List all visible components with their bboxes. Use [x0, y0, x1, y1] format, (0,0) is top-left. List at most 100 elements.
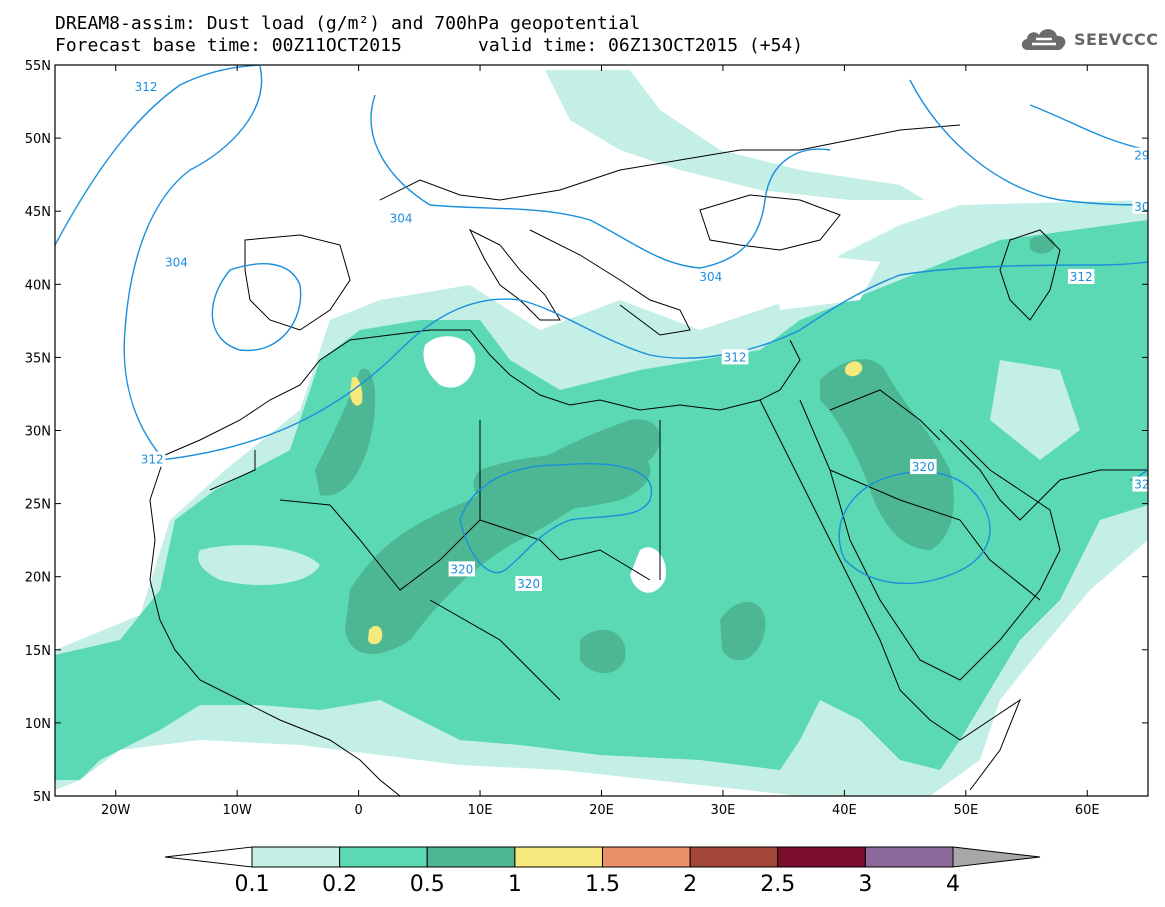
- dust-hotspot-niger: [368, 625, 383, 645]
- contour-312-med: [159, 261, 1148, 461]
- geopotential-contours: [55, 65, 1148, 585]
- colorbar-label: 0.1: [235, 872, 270, 897]
- colorbar-label: 1.5: [585, 872, 620, 897]
- contour-label: 30: [1134, 200, 1149, 214]
- contour-label: 304: [699, 270, 722, 284]
- lon-tick-label: 50E: [953, 803, 978, 818]
- contour-label-bg: [515, 576, 542, 592]
- dust-region-pale-north: [545, 70, 925, 200]
- coastlines: [149, 124, 1148, 796]
- colorbar-max-triangle: [952, 846, 1041, 868]
- contour-label: 320: [450, 562, 473, 576]
- contour-label: 32: [1134, 478, 1149, 492]
- coast-arabia: [799, 399, 1061, 681]
- border-north-africa: [209, 420, 661, 701]
- contour-label: 312: [724, 350, 747, 364]
- contour-label-bg: [138, 451, 166, 467]
- lon-tick-label: 40E: [832, 803, 857, 818]
- contour-label-bg: [910, 459, 937, 475]
- lat-tick-label: 45N: [25, 205, 51, 220]
- coast-iberia: [244, 234, 351, 331]
- colorbar-label: 2: [683, 872, 697, 897]
- colorbar-segment: [251, 846, 341, 868]
- coast-persian-gulf: [939, 429, 1148, 521]
- contour-label-bg: [721, 349, 749, 365]
- dust-field: [55, 70, 1148, 796]
- lon-tick-label: 20W: [101, 803, 131, 818]
- contour-label: 312: [141, 453, 164, 467]
- lat-tick-label: 40N: [25, 278, 51, 293]
- coast-horn-africa: [899, 689, 1022, 791]
- lat-tick-label: 20N: [25, 571, 51, 586]
- contour-29-east: [1029, 104, 1148, 151]
- lat-tick-label: 30N: [25, 425, 51, 440]
- coast-atlantic-africa: [149, 454, 401, 796]
- colorbar-label: 2.5: [760, 872, 795, 897]
- contour-label-bg: [132, 78, 160, 94]
- contour-label: 304: [165, 255, 188, 269]
- dust-gap-arabia: [990, 360, 1080, 460]
- cloud-icon: [1021, 29, 1066, 50]
- coast-balkans-greece: [529, 229, 691, 336]
- logo-text: SEEVCCC: [1074, 29, 1159, 49]
- colorbar-label: 4: [946, 872, 960, 897]
- contour-label-bg: [1132, 147, 1152, 163]
- dust-gap-turkey: [770, 250, 880, 310]
- colorbar-segment: [514, 846, 603, 868]
- dust-hotspot-iraq: [845, 361, 863, 377]
- colorbar-min-triangle: [164, 846, 253, 868]
- seevccc-logo: SEEVCCC: [1018, 22, 1159, 56]
- lon-tick-label: 10E: [468, 803, 493, 818]
- contour-label: 312: [135, 80, 158, 94]
- dust-hotspot-morocco: [350, 376, 363, 406]
- lat-tick-label: 50N: [25, 132, 51, 147]
- lon-tick-label: 20E: [589, 803, 614, 818]
- contour-320-africa: [459, 463, 653, 574]
- latitude-axis: 55N 50N 45N 40N 35N 30N 25N 20N 15N 10N 5N: [25, 59, 1148, 805]
- border-middle-east: [829, 389, 1041, 601]
- border-europe: [379, 124, 961, 201]
- colorbar-segment: [426, 846, 516, 868]
- lat-tick-label: 35N: [25, 351, 51, 366]
- contour-320-arabia: [838, 471, 991, 585]
- contour-label-bg: [1067, 268, 1095, 284]
- colorbar-segment: [777, 846, 866, 868]
- geopotential-labels: 312 304 304 304 312 312 312 320 320 320 29 30 32: [132, 78, 1152, 592]
- lat-tick-label: 15N: [25, 644, 51, 659]
- lon-tick-label: 10W: [222, 803, 252, 818]
- contour-label-bg: [163, 254, 190, 270]
- dust-region-dark-libya: [473, 453, 651, 511]
- colorbar-segment: [602, 846, 691, 868]
- dust-region-dark-iraq: [820, 359, 954, 550]
- longitude-axis: 20W 10W 0 10E 20E 30E 40E 50E 60E: [101, 65, 1100, 818]
- colorbar-label: 3: [858, 872, 872, 897]
- dust-gap-sudan: [630, 547, 666, 593]
- contour-312-west: [55, 65, 261, 246]
- dust-region-dark-chad: [580, 629, 626, 674]
- dust-gap-algeria: [423, 336, 476, 388]
- lat-tick-label: 5N: [33, 790, 51, 805]
- coast-italy: [468, 228, 561, 321]
- contour-30-east: [909, 79, 1148, 206]
- contour-304-europe: [370, 94, 831, 269]
- contour-label-bg: [697, 268, 725, 284]
- coast-caspian: [999, 229, 1061, 321]
- dust-region-dark-sudan: [720, 601, 766, 661]
- coast-black-sea: [699, 194, 841, 251]
- colorbar-segment: [339, 846, 428, 868]
- map-title: DREAM8-assim: Dust load (g/m²) and 700hP…: [55, 13, 641, 34]
- colorbar-label: 0.2: [322, 872, 357, 897]
- colorbar: 0.1 0.2 0.5 1 1.5 2 2.5 3 4: [164, 846, 1041, 897]
- lat-tick-label: 10N: [25, 717, 51, 732]
- valid-time: valid time: 06Z13OCT2015 (+54): [478, 35, 804, 56]
- contour-label-bg: [387, 210, 415, 226]
- contour-label: 320: [517, 577, 540, 591]
- lon-tick-label: 0: [354, 803, 362, 818]
- contour-label: 312: [1070, 270, 1093, 284]
- contour-304-north: [123, 65, 263, 456]
- colorbar-label: 0.5: [410, 872, 445, 897]
- contour-label-bg: [448, 561, 476, 577]
- lon-tick-label: 60E: [1075, 803, 1100, 818]
- lat-tick-label: 55N: [25, 59, 51, 74]
